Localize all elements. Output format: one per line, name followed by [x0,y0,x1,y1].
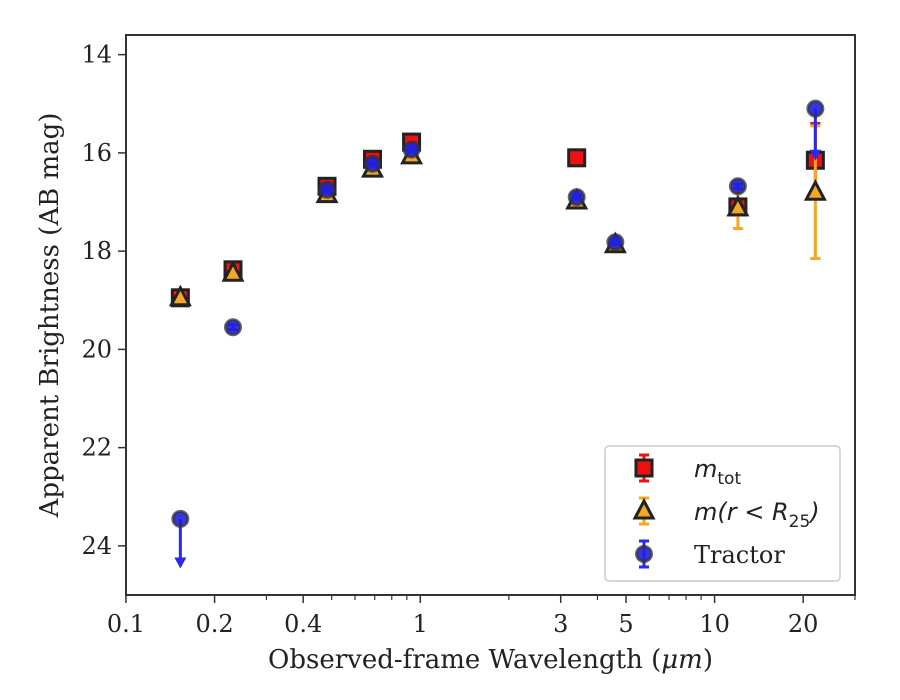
legend-label-math: m [694,455,717,483]
x-tick-label: 0.2 [196,610,234,638]
y-tick-label: 22 [81,434,112,462]
legend-label-suffix: ) [808,498,819,526]
x-tick-label: 10 [699,610,730,638]
series-circle [171,99,825,569]
y-tick-label: 24 [81,532,112,560]
data-point-triangle [803,178,827,201]
legend-entry: Tractor [635,539,785,569]
data-point-triangle [221,260,245,282]
legend-box [604,445,841,582]
legend-marker-triangle [632,497,656,520]
x-tick-label: 1 [413,610,428,638]
plot-frame [125,34,856,596]
data-point-circle [318,180,337,199]
x-axis-title-unit: μm [661,645,703,675]
data-point-circle [567,188,586,207]
legend-label-math: m(r < R [694,498,789,526]
series-square [170,121,825,308]
x-axis-title: Observed-frame Wavelength (μm) [268,645,713,675]
legend-label-subscript: 25 [789,512,811,532]
x-axis-title-suffix: ) [703,645,713,675]
data-point-circle [728,177,747,196]
legend-entry: mtot [634,453,741,489]
data-point-triangle [726,194,750,217]
x-tick-label: 0.1 [107,610,145,638]
legend-label-subscript: tot [717,469,741,489]
data-point-triangle [168,284,192,307]
y-tick-label: 14 [81,41,112,69]
upper-limit-arrow-head [174,557,187,569]
legend-label: mtot [694,455,741,489]
x-tick-label: 3 [553,610,568,638]
x-axis-title-prefix: Observed-frame Wavelength ( [268,645,661,675]
series-triangle [168,124,827,307]
y-tick-label: 16 [81,139,112,167]
x-tick-label: 20 [788,610,819,638]
x-tick-label: 0.4 [284,610,322,638]
legend-entry: m(r < R25) [632,496,820,532]
legend-marker-circle [635,545,653,563]
data-point-circle [171,509,190,528]
data-point-circle [402,140,421,159]
data-point-circle [606,233,625,252]
data-point-circle [806,99,825,118]
data-point-circle [224,318,243,337]
y-tick-label: 18 [81,237,112,265]
data-point-square [567,148,587,168]
legend-marker-square [634,458,654,478]
legend-label: Tractor [694,541,785,569]
y-tick-label: 20 [81,335,112,363]
legend-label: m(r < R25) [694,498,820,532]
y-axis-title: Apparent Brightness (AB mag) [35,113,65,519]
upper-limit-arrow-head [809,149,822,161]
x-tick-label: 5 [618,610,633,638]
data-point-circle [363,154,382,173]
